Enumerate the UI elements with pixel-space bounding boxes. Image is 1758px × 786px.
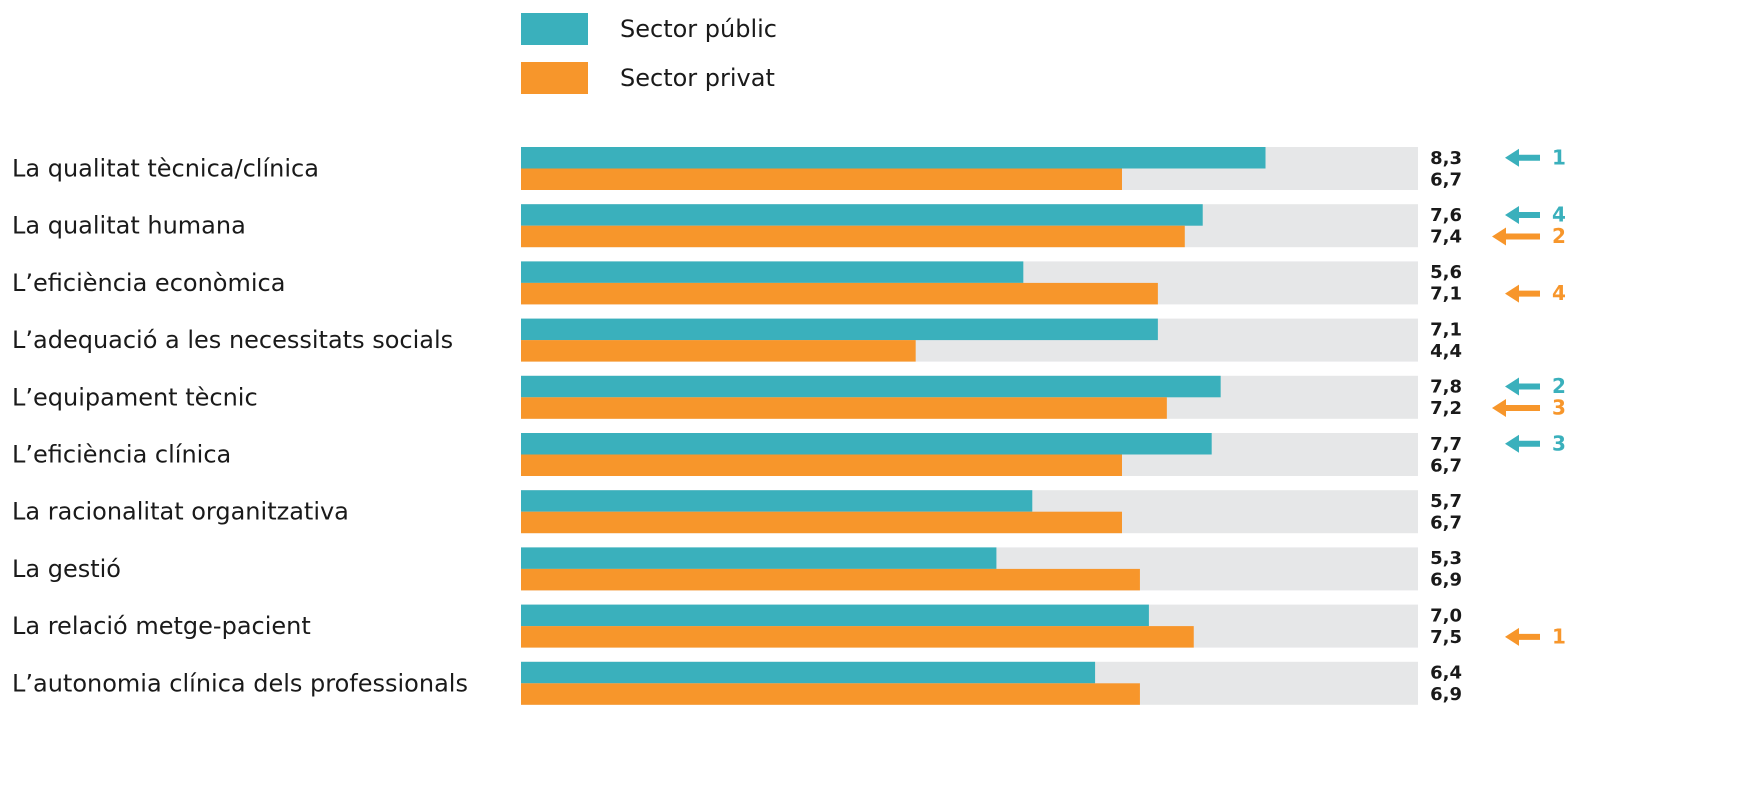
rank-arrow	[1492, 399, 1540, 418]
category-label: La qualitat humana	[12, 212, 246, 240]
value-label: 5,3	[1430, 548, 1462, 569]
category-label: L’autonomia clínica dels professionals	[12, 669, 468, 697]
bar	[521, 147, 1266, 169]
value-label: 7,8	[1430, 377, 1462, 398]
legend-swatch	[521, 62, 588, 94]
rank-label: 3	[1552, 396, 1566, 420]
bar	[521, 318, 1158, 341]
category-label: L’equipament tècnic	[12, 383, 258, 411]
legend-swatch	[521, 13, 588, 45]
rank-arrow	[1505, 284, 1540, 303]
rank-label: 4	[1552, 281, 1566, 305]
bar	[521, 204, 1203, 226]
value-label: 6,4	[1430, 663, 1462, 684]
value-label: 6,9	[1430, 570, 1462, 591]
rank-label: 1	[1552, 624, 1566, 648]
rank-arrow	[1505, 148, 1540, 167]
category-label: La racionalitat organitzativa	[12, 498, 349, 526]
legend-label: Sector privat	[620, 64, 775, 92]
rank-label: 2	[1552, 224, 1566, 248]
rank-arrow	[1505, 627, 1540, 646]
bar	[521, 547, 997, 569]
value-label: 6,9	[1430, 684, 1462, 705]
value-label: 5,6	[1430, 262, 1462, 283]
value-label: 6,7	[1430, 169, 1462, 190]
bar	[521, 454, 1122, 476]
rank-arrow	[1492, 227, 1540, 246]
value-label: 7,5	[1430, 627, 1462, 648]
value-label: 4,4	[1430, 341, 1462, 362]
bar	[521, 433, 1212, 455]
value-label: 7,4	[1430, 226, 1462, 247]
value-label: 6,7	[1430, 512, 1462, 533]
legend-label: Sector públic	[620, 15, 777, 43]
category-label: La gestió	[12, 555, 121, 583]
category-label: La relació metge-pacient	[12, 612, 311, 640]
category-label: L’eficiència clínica	[12, 441, 231, 469]
bar	[521, 490, 1033, 512]
category-label: L’eficiència econòmica	[12, 269, 285, 297]
bar	[521, 375, 1221, 398]
value-label: 7,1	[1430, 284, 1462, 305]
value-label: 7,0	[1430, 605, 1462, 626]
value-label: 7,6	[1430, 205, 1462, 226]
rank-label: 2	[1552, 374, 1566, 398]
bar	[521, 661, 1096, 684]
bar	[521, 225, 1185, 248]
bar	[521, 168, 1122, 190]
value-label: 6,7	[1430, 455, 1462, 476]
rank-label: 3	[1552, 431, 1566, 455]
rank-label: 4	[1552, 202, 1566, 226]
rank-arrow	[1505, 377, 1540, 396]
category-label: L’adequació a les necessitats socials	[12, 326, 453, 354]
bar	[521, 282, 1158, 305]
bar	[521, 568, 1140, 591]
bar	[521, 604, 1149, 627]
bar	[521, 340, 916, 362]
bar	[521, 397, 1167, 419]
bar	[521, 626, 1194, 648]
category-label: La qualitat tècnica/clínica	[12, 155, 319, 183]
value-label: 7,2	[1430, 398, 1462, 419]
value-label: 5,7	[1430, 491, 1462, 512]
rank-label: 1	[1552, 145, 1566, 169]
bar	[521, 511, 1122, 534]
rank-arrow	[1505, 205, 1540, 224]
value-label: 7,7	[1430, 434, 1462, 455]
value-label: 7,1	[1430, 319, 1462, 340]
bar	[521, 683, 1140, 705]
value-label: 8,3	[1430, 148, 1462, 169]
rank-arrow	[1505, 434, 1540, 453]
bar	[521, 261, 1024, 283]
